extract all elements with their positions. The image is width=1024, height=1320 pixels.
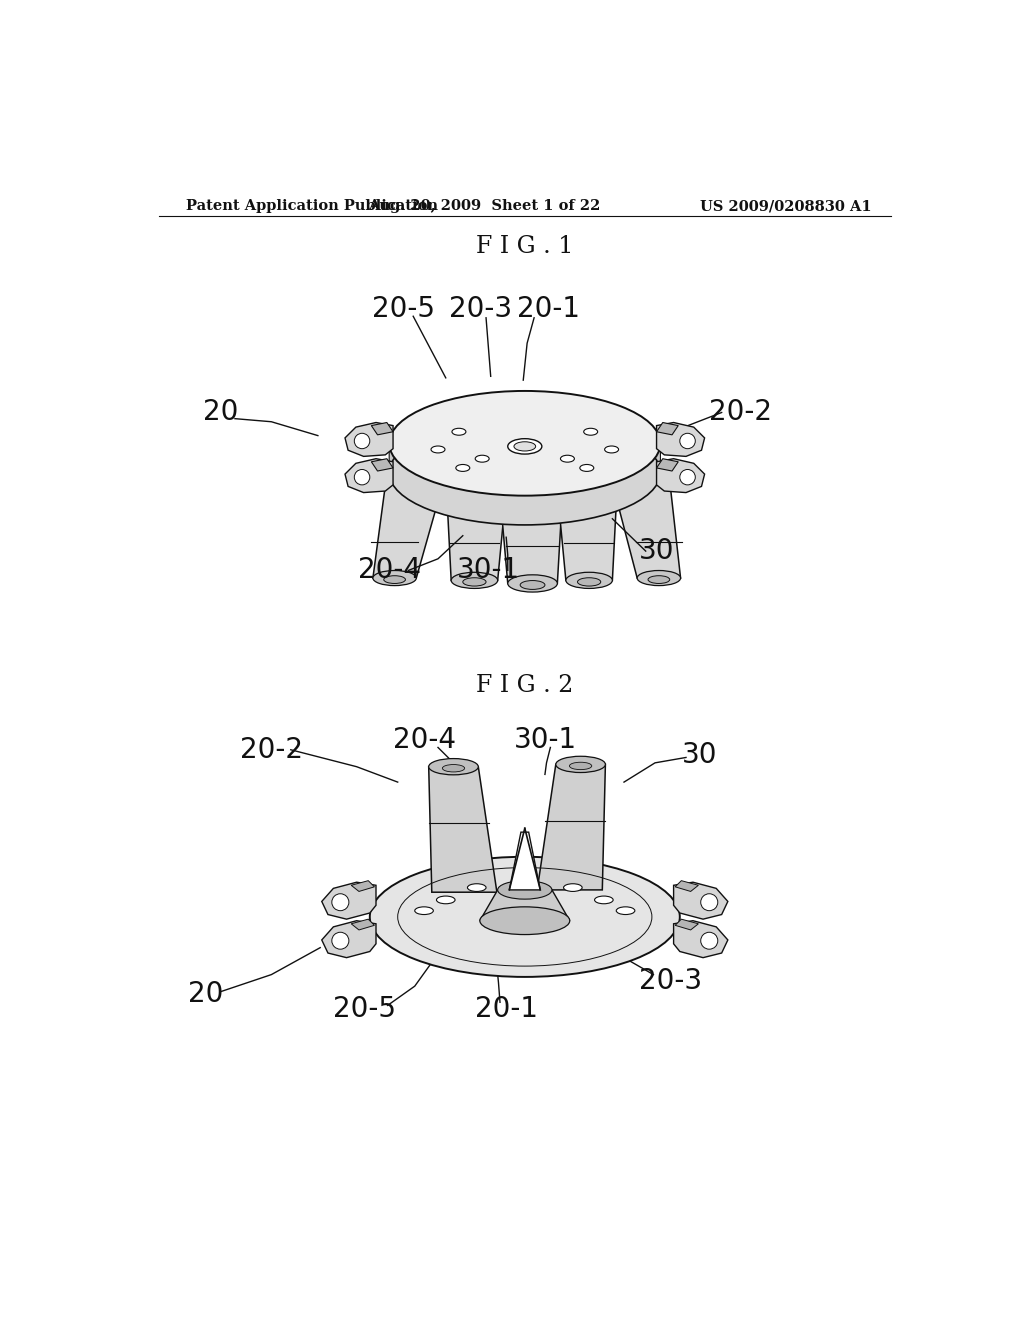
Ellipse shape (389, 391, 660, 496)
Ellipse shape (429, 759, 478, 775)
Ellipse shape (514, 442, 536, 451)
Polygon shape (654, 444, 660, 474)
Polygon shape (345, 422, 393, 457)
Text: 20: 20 (187, 979, 223, 1008)
Text: US 2009/0208830 A1: US 2009/0208830 A1 (700, 199, 872, 213)
Ellipse shape (452, 428, 466, 436)
Polygon shape (480, 890, 569, 921)
Text: 30: 30 (682, 741, 718, 770)
Ellipse shape (648, 576, 670, 583)
Polygon shape (429, 767, 497, 892)
Ellipse shape (700, 894, 718, 911)
Polygon shape (373, 474, 445, 578)
Polygon shape (372, 422, 393, 434)
Ellipse shape (578, 578, 601, 586)
Ellipse shape (384, 576, 406, 583)
Ellipse shape (431, 446, 445, 453)
Text: 20-2: 20-2 (240, 735, 303, 764)
Ellipse shape (595, 896, 613, 904)
Ellipse shape (584, 428, 598, 436)
Ellipse shape (475, 455, 489, 462)
Text: 30-1: 30-1 (457, 556, 520, 585)
Text: 20-1: 20-1 (517, 294, 581, 322)
Text: 20-5: 20-5 (333, 995, 396, 1023)
Polygon shape (445, 474, 508, 581)
Text: 20-4: 20-4 (358, 556, 422, 585)
Ellipse shape (442, 764, 465, 772)
Polygon shape (656, 459, 705, 492)
Ellipse shape (332, 932, 349, 949)
Polygon shape (389, 444, 395, 474)
Ellipse shape (580, 465, 594, 471)
Polygon shape (345, 459, 393, 492)
Polygon shape (656, 422, 678, 434)
Polygon shape (656, 422, 705, 457)
Ellipse shape (498, 880, 552, 899)
Ellipse shape (556, 756, 605, 772)
Ellipse shape (508, 574, 557, 593)
Polygon shape (556, 474, 617, 581)
Ellipse shape (354, 433, 370, 449)
Ellipse shape (520, 581, 545, 590)
Polygon shape (351, 880, 375, 891)
Polygon shape (372, 459, 393, 471)
Text: 20: 20 (204, 399, 239, 426)
Text: F I G . 2: F I G . 2 (476, 675, 573, 697)
Ellipse shape (452, 573, 498, 589)
Ellipse shape (637, 570, 681, 586)
Polygon shape (674, 921, 728, 958)
Polygon shape (674, 882, 728, 919)
Text: F I G . 1: F I G . 1 (476, 235, 573, 259)
Text: 30-1: 30-1 (513, 726, 577, 754)
Ellipse shape (700, 932, 718, 949)
Ellipse shape (560, 455, 574, 462)
Ellipse shape (354, 470, 370, 484)
Polygon shape (675, 919, 698, 929)
Text: 20-5: 20-5 (372, 294, 434, 322)
Polygon shape (509, 832, 541, 890)
Polygon shape (538, 764, 605, 890)
Text: 30: 30 (639, 537, 674, 565)
Polygon shape (675, 880, 698, 891)
Ellipse shape (467, 884, 486, 891)
Ellipse shape (332, 894, 349, 911)
Ellipse shape (680, 433, 695, 449)
Ellipse shape (566, 573, 612, 589)
Ellipse shape (604, 446, 618, 453)
Text: 20-3: 20-3 (450, 294, 512, 322)
Text: 20-4: 20-4 (392, 726, 456, 754)
Polygon shape (351, 919, 375, 929)
Text: Patent Application Publication: Patent Application Publication (186, 199, 438, 213)
Ellipse shape (370, 857, 680, 977)
Ellipse shape (569, 762, 592, 770)
Ellipse shape (680, 470, 695, 484)
Ellipse shape (508, 438, 542, 454)
Ellipse shape (616, 907, 635, 915)
Polygon shape (322, 921, 376, 958)
Ellipse shape (436, 896, 455, 904)
Text: 20-2: 20-2 (709, 399, 772, 426)
Polygon shape (322, 882, 376, 919)
Text: Aug. 20, 2009  Sheet 1 of 22: Aug. 20, 2009 Sheet 1 of 22 (369, 199, 601, 213)
Text: 20-3: 20-3 (639, 966, 702, 995)
Ellipse shape (563, 884, 583, 891)
Text: 20-1: 20-1 (475, 995, 538, 1023)
Polygon shape (499, 477, 563, 583)
Ellipse shape (456, 465, 470, 471)
Ellipse shape (463, 578, 486, 586)
Ellipse shape (373, 570, 417, 586)
Ellipse shape (415, 907, 433, 915)
Ellipse shape (480, 907, 569, 935)
Ellipse shape (389, 420, 660, 525)
Polygon shape (610, 474, 681, 578)
Polygon shape (656, 459, 678, 471)
